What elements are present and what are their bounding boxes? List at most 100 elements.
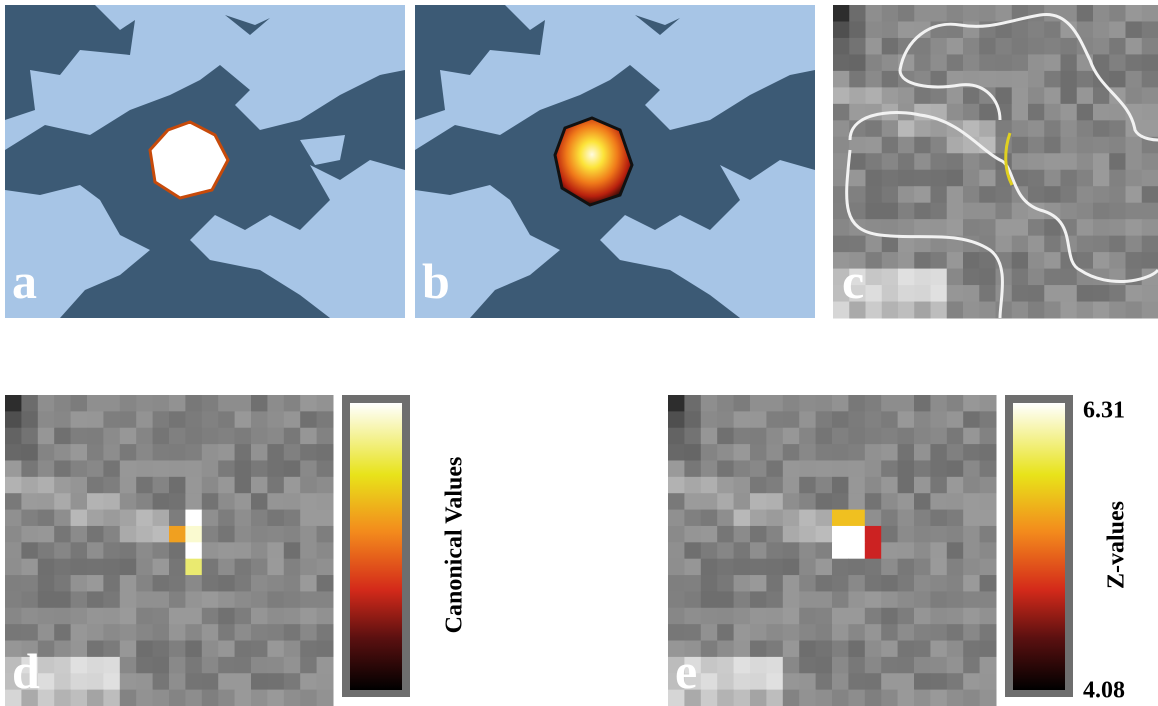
- pixel: [153, 608, 170, 625]
- pixel: [71, 493, 88, 510]
- pixel: [185, 542, 202, 559]
- pixel: [1142, 71, 1158, 88]
- pixel: [136, 395, 153, 412]
- pixel: [963, 493, 980, 510]
- pixel: [1044, 38, 1061, 55]
- pixel: [120, 460, 137, 477]
- pixel: [38, 641, 55, 658]
- pixel: [750, 641, 767, 658]
- pixel: [103, 624, 120, 641]
- pixel: [235, 460, 252, 477]
- pixel: [799, 657, 816, 674]
- pixel: [103, 526, 120, 543]
- pixel: [153, 575, 170, 592]
- pixel: [235, 444, 252, 461]
- pixel: [865, 428, 882, 445]
- pixel: [898, 252, 915, 269]
- pixel: [202, 673, 219, 690]
- pixel: [766, 526, 783, 543]
- pixel: [914, 269, 931, 286]
- pixel: [120, 395, 137, 412]
- pixel: [103, 493, 120, 510]
- pixel: [930, 395, 947, 412]
- pixel: [5, 624, 22, 641]
- pixel: [284, 657, 301, 674]
- pixel: [1028, 54, 1045, 71]
- pixel: [832, 395, 849, 412]
- pixel: [980, 395, 997, 412]
- pixel: [882, 236, 899, 253]
- pixel: [701, 526, 718, 543]
- pixel: [947, 657, 964, 674]
- pixel: [71, 428, 88, 445]
- pixel: [963, 428, 980, 445]
- pixel: [882, 170, 899, 187]
- pixel: [882, 153, 899, 170]
- pixel: [54, 526, 71, 543]
- pixel: [284, 624, 301, 641]
- pixel: [71, 510, 88, 527]
- pixel: [1109, 21, 1126, 38]
- pixel: [914, 120, 931, 137]
- pixel: [267, 542, 284, 559]
- pixel: [1012, 21, 1029, 38]
- pixel: [717, 542, 734, 559]
- pixel: [1044, 153, 1061, 170]
- pixel: [668, 542, 685, 559]
- pixel: [980, 624, 997, 641]
- pixel: [1093, 252, 1110, 269]
- pixel: [1077, 302, 1094, 319]
- pixel: [832, 559, 849, 576]
- pixel: [1028, 236, 1045, 253]
- pixel: [251, 395, 268, 412]
- pixel: [881, 673, 898, 690]
- pixel: [38, 542, 55, 559]
- pixel: [766, 493, 783, 510]
- pixel: [153, 673, 170, 690]
- pixel: [734, 395, 751, 412]
- pixel: [898, 444, 915, 461]
- pixel: [914, 575, 931, 592]
- panel-label: e: [675, 643, 697, 699]
- pixel: [849, 71, 866, 88]
- pixel: [267, 411, 284, 428]
- pixel: [914, 559, 931, 576]
- pixel: [103, 608, 120, 625]
- pixel: [848, 690, 865, 706]
- pixel: [947, 493, 964, 510]
- pixel: [267, 460, 284, 477]
- pixel: [1012, 302, 1029, 319]
- pixel: [979, 186, 996, 203]
- pixel: [267, 673, 284, 690]
- pixel: [881, 493, 898, 510]
- pixel: [930, 428, 947, 445]
- pixel: [1093, 203, 1110, 220]
- pixel: [832, 608, 849, 625]
- pixel: [832, 428, 849, 445]
- pixel: [136, 526, 153, 543]
- pixel: [766, 608, 783, 625]
- pixel: [947, 54, 964, 71]
- pixel: [1012, 236, 1029, 253]
- pixel: [185, 428, 202, 445]
- pixel: [185, 493, 202, 510]
- pixel: [980, 526, 997, 543]
- pixel: [136, 559, 153, 576]
- pixel: [87, 690, 104, 706]
- pixel: [1061, 38, 1078, 55]
- pixel: [1126, 219, 1143, 236]
- pixel: [930, 444, 947, 461]
- pixel: [930, 542, 947, 559]
- pixel: [914, 203, 931, 220]
- pixel: [717, 428, 734, 445]
- pixel: [1126, 236, 1143, 253]
- pixel: [38, 395, 55, 412]
- pixel: [701, 657, 718, 674]
- pixel: [996, 236, 1013, 253]
- pixel: [947, 559, 964, 576]
- pixel: [1109, 71, 1126, 88]
- pixel: [865, 460, 882, 477]
- pixel: [103, 575, 120, 592]
- pixel: [866, 137, 883, 154]
- pixel: [816, 395, 833, 412]
